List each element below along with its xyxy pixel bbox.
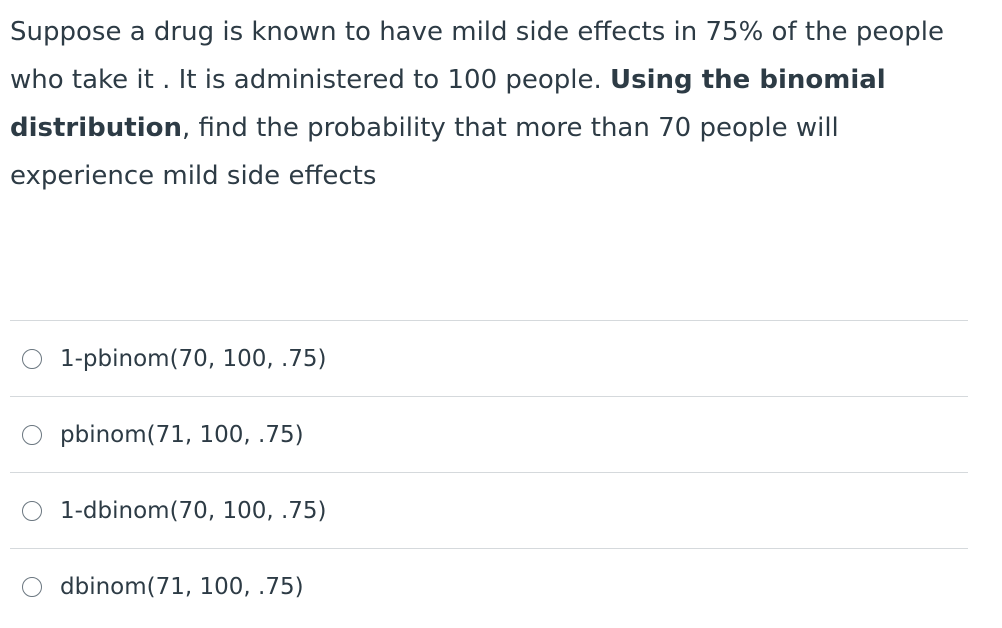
question-text: Suppose a drug is known to have mild sid… — [10, 17, 944, 95]
answer-option[interactable]: dbinom(71, 100, .75) — [10, 548, 968, 624]
answer-text[interactable]: 1-pbinom(70, 100, .75) — [60, 345, 327, 372]
answer-option[interactable]: 1-pbinom(70, 100, .75) — [10, 320, 968, 396]
answer-option[interactable]: pbinom(71, 100, .75) — [10, 396, 968, 472]
answer-list: 1-pbinom(70, 100, .75) pbinom(71, 100, .7… — [10, 320, 968, 624]
answer-option[interactable]: 1-dbinom(70, 100, .75) — [10, 472, 968, 548]
answer-text[interactable]: dbinom(71, 100, .75) — [60, 573, 304, 600]
radio-button[interactable] — [22, 424, 42, 445]
question-bold: Using the binomial distribution — [10, 65, 886, 143]
radio-button[interactable] — [22, 576, 42, 597]
radio-button[interactable] — [22, 500, 42, 521]
question: Suppose a drug is known to have mild sid… — [10, 8, 970, 200]
radio-button[interactable] — [22, 348, 42, 369]
answer-text[interactable]: pbinom(71, 100, .75) — [60, 421, 304, 448]
answer-text[interactable]: 1-dbinom(70, 100, .75) — [60, 497, 327, 524]
question-text: , find the probability that more than 70… — [10, 113, 839, 191]
